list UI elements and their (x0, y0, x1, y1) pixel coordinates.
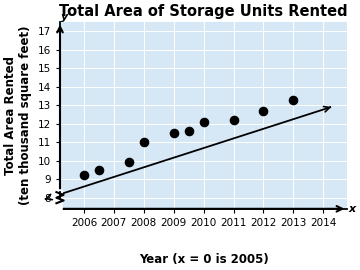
Title: Total Area of Storage Units Rented: Total Area of Storage Units Rented (59, 4, 348, 19)
Point (171, 131, 177, 135)
X-axis label: Year (x = 0 is 2005): Year (x = 0 is 2005) (139, 253, 269, 266)
Point (186, 129, 192, 133)
Text: x: x (349, 204, 356, 214)
Point (231, 118, 237, 122)
Point (126, 160, 132, 165)
Point (141, 140, 147, 144)
Point (96, 168, 102, 172)
Point (291, 97, 296, 102)
Point (201, 120, 207, 124)
Text: y: y (62, 12, 69, 22)
Point (261, 109, 266, 113)
Y-axis label: Total Area Rented
(ten thousand square feet): Total Area Rented (ten thousand square f… (4, 25, 32, 205)
Point (81, 173, 87, 178)
